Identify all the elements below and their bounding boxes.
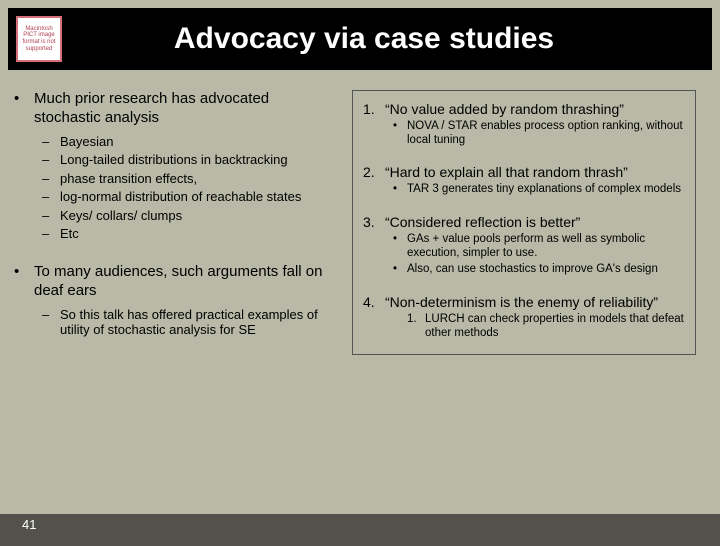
- title-bar: Macintosh PICT image format is not suppo…: [6, 6, 714, 72]
- right-item-2-text: “Hard to explain all that random thrash”: [385, 164, 685, 181]
- page-title: Advocacy via case studies: [62, 22, 712, 56]
- left-column: • Much prior research has advocated stoc…: [14, 90, 334, 355]
- left-point-1-text: Much prior research has advocated stocha…: [34, 90, 334, 128]
- left-sub-text: Keys/ collars/ clumps: [60, 208, 334, 224]
- num-label: 1.: [407, 313, 425, 341]
- list-item: –phase transition effects,: [42, 171, 334, 187]
- slide-number: 41: [22, 517, 36, 532]
- right-sub-text: NOVA / STAR enables process option ranki…: [407, 120, 685, 148]
- list-item: •GAs + value pools perform as well as sy…: [393, 233, 685, 261]
- list-item: –log-normal distribution of reachable st…: [42, 189, 334, 205]
- list-item: •TAR 3 generates tiny explanations of co…: [393, 183, 685, 197]
- right-item-4-text: “Non-determinism is the enemy of reliabi…: [385, 294, 685, 311]
- list-item: –Long-tailed distributions in backtracki…: [42, 152, 334, 168]
- list-item: –Etc: [42, 226, 334, 242]
- right-item-1-text: “No value added by random thrashing”: [385, 101, 685, 118]
- right-sub-text: Also, can use stochastics to improve GA'…: [407, 263, 685, 277]
- footer-band: [0, 514, 720, 546]
- num-label: 4.: [363, 294, 385, 311]
- list-item: –Keys/ collars/ clumps: [42, 208, 334, 224]
- left-point-2: • To many audiences, such arguments fall…: [14, 263, 334, 301]
- right-sub-text: TAR 3 generates tiny explanations of com…: [407, 183, 685, 197]
- right-column-box: 1. “No value added by random thrashing” …: [352, 90, 696, 355]
- right-item-3: 3. “Considered reflection is better”: [363, 214, 685, 231]
- right-item-1: 1. “No value added by random thrashing”: [363, 101, 685, 118]
- right-item-2: 2. “Hard to explain all that random thra…: [363, 164, 685, 181]
- left-sub-text: So this talk has offered practical examp…: [60, 307, 334, 338]
- list-item: –So this talk has offered practical exam…: [42, 307, 334, 338]
- pict-placeholder-text: Macintosh PICT image format is not suppo…: [18, 26, 60, 52]
- num-label: 1.: [363, 101, 385, 118]
- content-area: • Much prior research has advocated stoc…: [0, 78, 720, 355]
- left-sub-text: Bayesian: [60, 134, 334, 150]
- num-label: 2.: [363, 164, 385, 181]
- right-sub-text: LURCH can check properties in models tha…: [425, 313, 685, 341]
- pict-placeholder-icon: Macintosh PICT image format is not suppo…: [16, 16, 62, 62]
- left-sub-text: phase transition effects,: [60, 171, 334, 187]
- left-point-1: • Much prior research has advocated stoc…: [14, 90, 334, 128]
- left-sub-text: Long-tailed distributions in backtrackin…: [60, 152, 334, 168]
- list-item: 1.LURCH can check properties in models t…: [407, 313, 685, 341]
- right-item-3-text: “Considered reflection is better”: [385, 214, 685, 231]
- num-label: 3.: [363, 214, 385, 231]
- left-sub-text: Etc: [60, 226, 334, 242]
- list-item: –Bayesian: [42, 134, 334, 150]
- left-point-2-text: To many audiences, such arguments fall o…: [34, 263, 334, 301]
- list-item: •NOVA / STAR enables process option rank…: [393, 120, 685, 148]
- left-sub-text: log-normal distribution of reachable sta…: [60, 189, 334, 205]
- list-item: •Also, can use stochastics to improve GA…: [393, 263, 685, 277]
- right-sub-text: GAs + value pools perform as well as sym…: [407, 233, 685, 261]
- right-item-4: 4. “Non-determinism is the enemy of reli…: [363, 294, 685, 311]
